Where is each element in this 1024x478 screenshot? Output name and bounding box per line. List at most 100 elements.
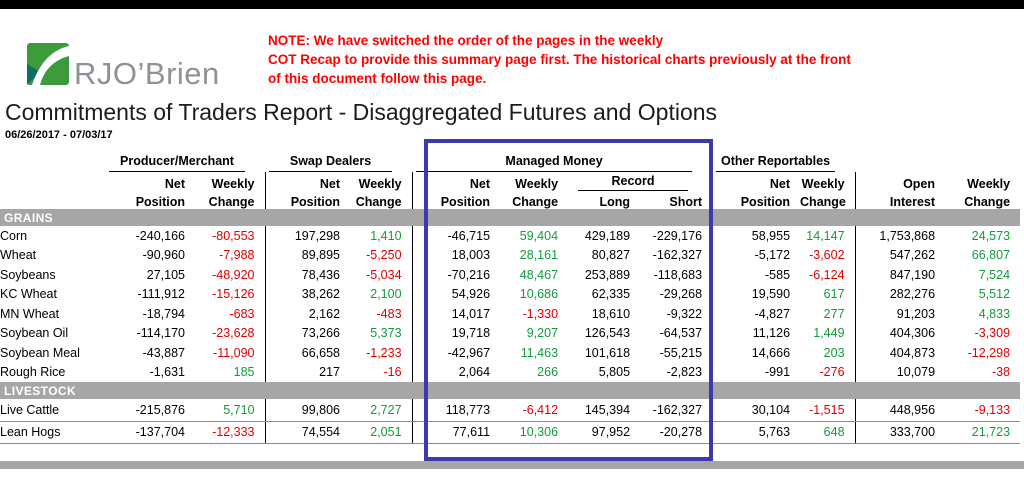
mm-weekly-change: 11,463	[520, 345, 559, 360]
mm-weekly-change: 10,686	[519, 287, 559, 302]
group-other-reportables: Other Reportables	[716, 154, 836, 172]
oi-weekly-change: 66,807	[971, 248, 1011, 263]
swap-net-position: 38,262	[301, 287, 341, 302]
col-header: Position	[135, 195, 185, 209]
col-header: Position	[290, 195, 341, 209]
rjobrien-logo-text: RJO’Brien	[74, 56, 220, 91]
table-row: Wheat -90,960 -7,988 89,895 -5,250 18,003 28,1…	[0, 245, 1020, 265]
pm-weekly-change: -11,090	[195, 343, 266, 363]
commodity-name: Corn	[0, 228, 28, 243]
other-weekly-change: -3,602	[800, 245, 856, 265]
top-black-bar	[0, 0, 1024, 9]
mm-net-position: 118,773	[412, 399, 501, 422]
swap-net-position: 99,806	[265, 399, 351, 422]
swap-net-position: 197,298	[294, 228, 341, 243]
pm-net-position: -43,887	[142, 345, 185, 360]
swap-net-position: 78,436	[301, 267, 341, 282]
swap-weekly-change: 2,100	[350, 284, 413, 304]
commodity-name: MN Wheat	[0, 306, 60, 321]
table-row: Lean Hogs -137,704 -12,333 74,554 2,051 77,61…	[0, 421, 1021, 444]
commodity-name: Soybeans	[0, 267, 56, 282]
col-header: Short	[669, 195, 703, 209]
mm-record-long: 101,618	[584, 345, 631, 360]
mm-net-position: -46,715	[447, 228, 491, 243]
table-row: KC Wheat -111,912 -15,126 38,262 2,100 54,926…	[0, 284, 1020, 304]
mm-weekly-change: -1,330	[522, 306, 559, 321]
open-interest: 404,873	[889, 345, 936, 360]
mm-weekly-change: 10,306	[500, 421, 569, 444]
other-net-position: 14,666	[751, 345, 791, 360]
mm-net-position: -70,216	[447, 267, 491, 282]
open-interest: 333,700	[855, 421, 946, 444]
oi-weekly-change: -3,309	[974, 326, 1011, 341]
open-interest: 91,203	[896, 306, 936, 321]
other-net-position: 30,104	[712, 399, 801, 422]
col-header: Weekly	[195, 172, 266, 191]
table-row: Soybean Meal -43,887 -11,090 66,658 -1,233 -4…	[0, 343, 1020, 363]
other-weekly-change: -6,124	[800, 265, 856, 285]
mm-record-short: -118,683	[653, 267, 703, 282]
oi-weekly-change: 24,573	[971, 228, 1011, 243]
group-producer-merchant: Producer/Merchant	[109, 154, 246, 172]
mm-record-short: -55,215	[659, 345, 703, 360]
swap-weekly-change: 2,051	[350, 421, 413, 444]
oi-weekly-change: 21,723	[945, 421, 1021, 444]
other-weekly-change: 617	[800, 284, 856, 304]
table-row: Corn -240,166 -80,553 197,298 1,410 -46,715 59…	[0, 226, 1020, 246]
cot-table: Producer/Merchant Swap Dealers Managed M…	[0, 150, 1021, 444]
open-interest: 847,190	[889, 267, 936, 282]
pm-weekly-change: -12,333	[195, 421, 266, 444]
col-header: Weekly	[350, 172, 413, 191]
note-line: COT Recap to provide this summary page f…	[268, 52, 851, 67]
group-managed-money: Managed Money	[416, 154, 693, 172]
col-header: Net	[469, 177, 491, 191]
mm-net-position: 2,064	[458, 365, 491, 380]
mm-record-long: 253,889	[584, 267, 631, 282]
pm-net-position: -1,631	[149, 365, 185, 380]
pm-net-position: -240,166	[135, 228, 185, 243]
col-header: Change	[964, 195, 1011, 209]
open-interest: 404,306	[889, 326, 936, 341]
other-weekly-change: -276	[800, 362, 856, 382]
other-weekly-change: 203	[800, 343, 856, 363]
rjobrien-logo-icon	[26, 42, 70, 91]
mm-weekly-change: 266	[537, 365, 559, 380]
other-net-position: 11,126	[752, 326, 791, 341]
pm-net-position: -18,794	[142, 306, 185, 321]
col-header: Position	[440, 195, 491, 209]
other-net-position: 19,590	[751, 287, 791, 302]
date-range: 06/26/2017 - 07/03/17	[5, 129, 113, 141]
open-interest: 448,956	[855, 399, 946, 422]
col-header: Interest	[889, 195, 936, 209]
open-interest: 1,753,868	[879, 228, 936, 243]
pm-net-position: -111,912	[137, 287, 186, 302]
mm-record-long: 429,189	[584, 228, 631, 243]
commodity-name: Live Cattle	[0, 399, 105, 422]
swap-net-position: 73,266	[301, 326, 341, 341]
swap-weekly-change: 2,727	[350, 399, 413, 422]
swap-weekly-change: 5,373	[350, 323, 413, 343]
swap-net-position: 74,554	[265, 421, 351, 444]
pm-net-position: -215,876	[105, 399, 195, 422]
mm-record-short: -229,176	[652, 228, 703, 243]
other-weekly-change: 648	[800, 421, 856, 444]
col-header: Weekly	[515, 177, 559, 191]
col-header: Net	[319, 177, 341, 191]
mm-record-long: 5,805	[598, 365, 631, 380]
swap-net-position: 217	[319, 365, 341, 380]
other-weekly-change: -1,515	[800, 399, 856, 422]
oi-weekly-change: 7,524	[978, 267, 1011, 282]
mm-record-short: -20,278	[640, 421, 713, 444]
oi-weekly-change: 4,833	[978, 306, 1011, 321]
mm-record-short: -162,327	[652, 248, 703, 263]
other-net-position: -5,172	[754, 248, 791, 263]
other-net-position: -991	[765, 365, 791, 380]
pm-net-position: -114,170	[136, 326, 185, 341]
mm-weekly-change: 59,404	[519, 228, 559, 243]
swap-weekly-change: -16	[350, 362, 413, 382]
table-row: MN Wheat -18,794 -683 2,162 -483 14,017 -1,330…	[0, 304, 1020, 324]
col-header: Weekly	[800, 172, 856, 191]
swap-net-position: 2,162	[308, 306, 341, 321]
mm-record-short: -64,537	[659, 326, 703, 341]
mm-record-short: -162,327	[640, 399, 713, 422]
